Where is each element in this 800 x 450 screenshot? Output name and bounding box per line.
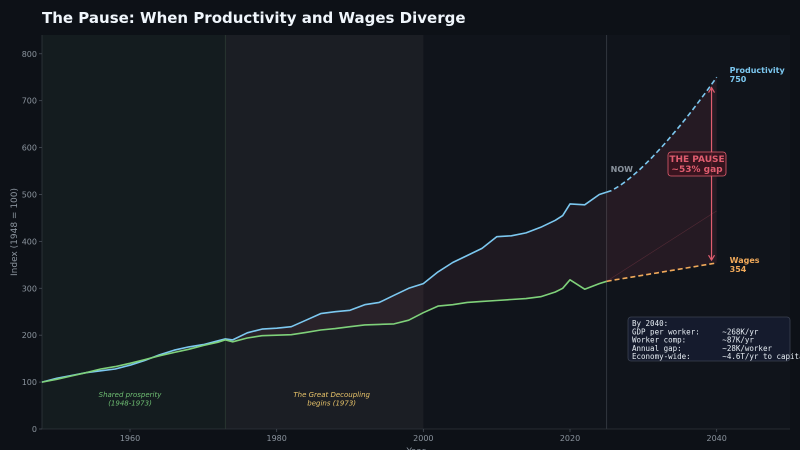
stats-box xyxy=(627,316,791,362)
region-label-line: The Great Decoupling xyxy=(293,391,370,399)
series-line-wages xyxy=(41,279,607,383)
end-label-value: 354 xyxy=(730,265,747,274)
x-tick-label: 2020 xyxy=(560,434,580,443)
pause-box xyxy=(667,151,727,177)
stats-line: Worker comp: ~87K/yr xyxy=(632,336,754,345)
y-tick-label: 100 xyxy=(22,378,37,387)
x-tick-label: 1960 xyxy=(120,434,140,443)
historical-gap-fill xyxy=(42,192,607,383)
region-label-line: Shared prosperity xyxy=(99,391,163,399)
region-label-line: begins (1973) xyxy=(307,400,356,408)
projection-line-wages xyxy=(606,262,717,283)
projection-line-productivity xyxy=(606,76,718,193)
y-tick-label: 800 xyxy=(22,50,37,59)
y-tick-label: 400 xyxy=(22,237,37,246)
series-line-productivity xyxy=(41,191,607,383)
end-label-name: Wages xyxy=(730,256,760,265)
y-tick-label: 300 xyxy=(22,284,37,293)
region-band xyxy=(225,35,424,429)
now-label: NOW xyxy=(611,165,633,174)
x-tick-label: 2000 xyxy=(413,434,433,443)
y-tick-label: 200 xyxy=(22,331,37,340)
trend-reference-line xyxy=(606,210,717,282)
region-label: The Great Decoupling begins (1973) xyxy=(293,391,370,408)
y-tick-label: 700 xyxy=(22,97,37,106)
stats-line: By 2040: xyxy=(632,319,668,328)
y-axis-label: Index (1948 = 100) xyxy=(10,188,20,276)
y-tick-label: 0 xyxy=(32,425,37,434)
y-tick-label: 500 xyxy=(22,190,37,199)
pause-arrow-head-bottom xyxy=(708,254,716,262)
stats-line: Economy-wide: ~4.6T/yr to capital xyxy=(632,352,800,361)
region-label-line: (1948-1973) xyxy=(108,400,152,408)
x-axis-label: Year xyxy=(405,447,425,450)
projected-gap-fill xyxy=(606,77,717,282)
chart-title: The Pause: When Productivity and Wages D… xyxy=(42,9,466,27)
pause-arrow-head-top xyxy=(708,86,716,93)
end-label-name: Productivity xyxy=(730,66,786,75)
pause-sublabel: ~53% gap xyxy=(671,165,723,175)
pause-label: THE PAUSE xyxy=(669,155,724,165)
region-label: Shared prosperity (1948-1973) xyxy=(99,391,163,408)
stats-line: GDP per worker: ~268K/yr xyxy=(632,327,759,336)
x-tick-label: 1980 xyxy=(266,434,286,443)
x-tick-label: 2040 xyxy=(706,434,726,443)
end-label-value: 750 xyxy=(730,75,747,84)
plot-area xyxy=(42,35,790,429)
stats-line: Annual gap: ~28K/worker xyxy=(632,344,772,353)
y-tick-label: 600 xyxy=(22,144,37,153)
region-band xyxy=(42,35,226,429)
